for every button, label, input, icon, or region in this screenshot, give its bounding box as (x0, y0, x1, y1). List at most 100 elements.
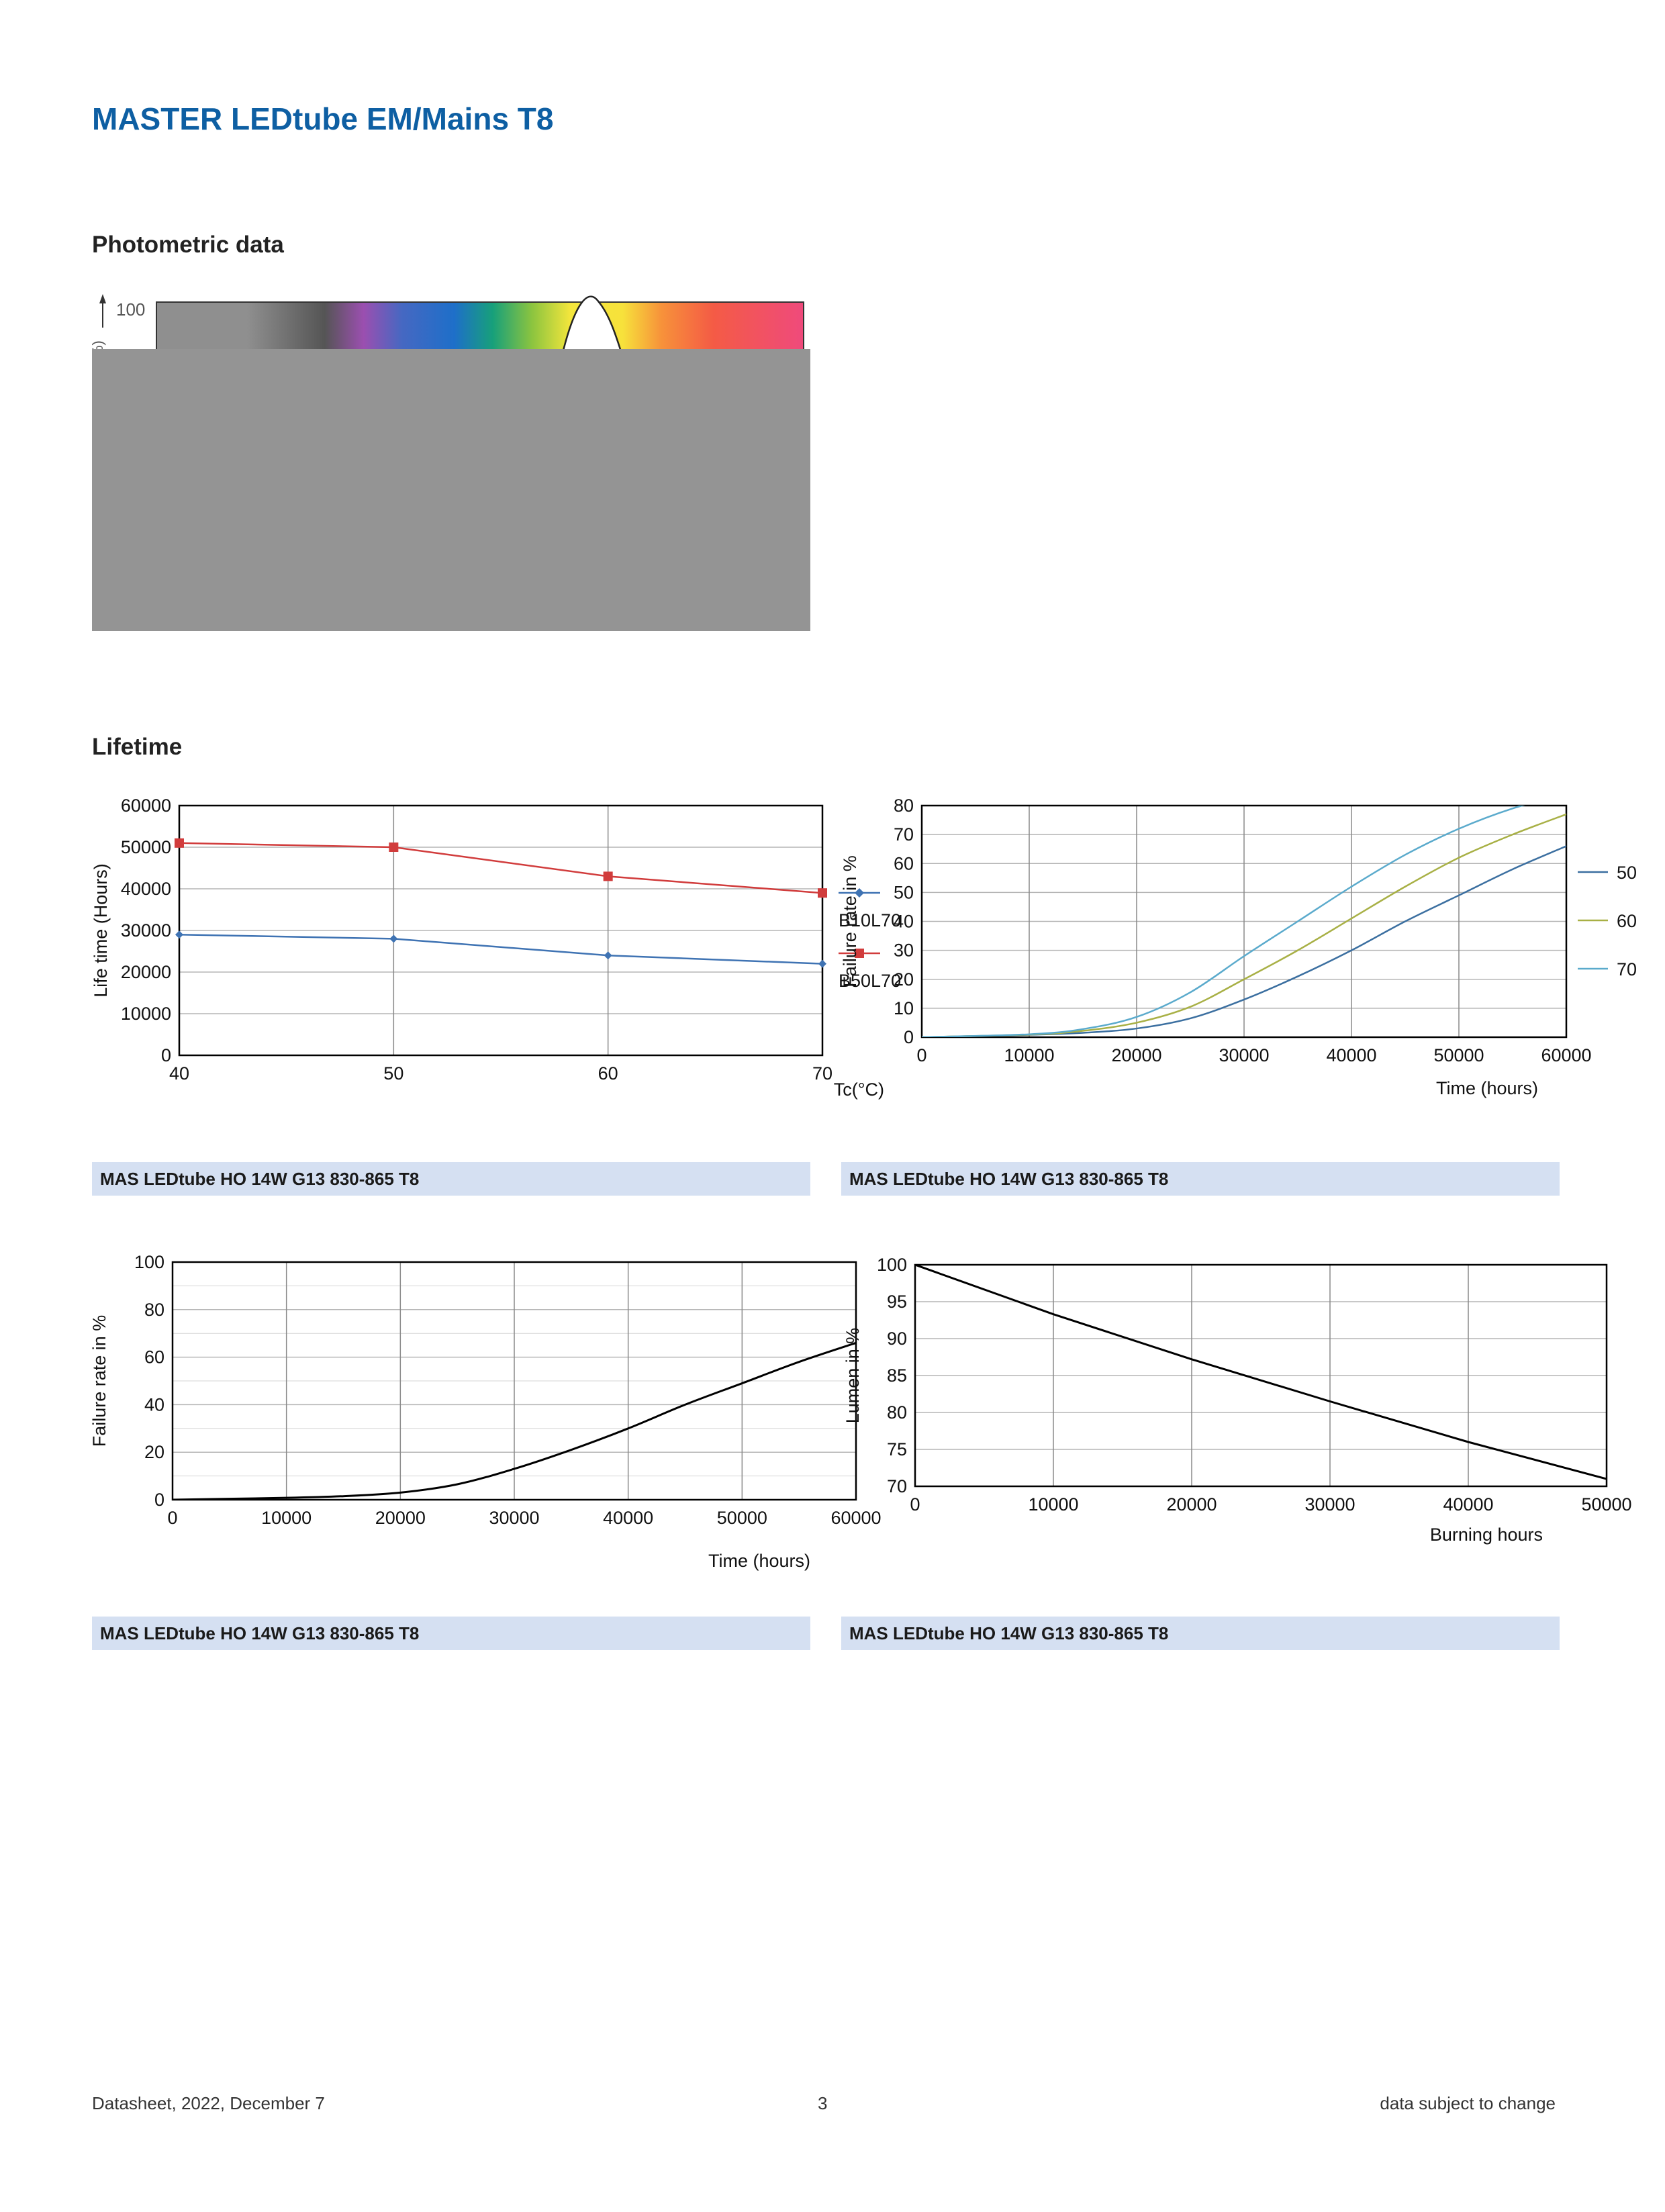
plot-frame (920, 804, 1568, 1039)
plot-frame (914, 1263, 1608, 1488)
x-tick-label: 50000 (717, 1508, 767, 1528)
x-tick-label: 10000 (261, 1508, 312, 1528)
y-axis-arrowhead (99, 294, 106, 303)
y-axis-label: Failure rate in % (89, 1315, 109, 1447)
x-tick-label: 10000 (1028, 1494, 1078, 1514)
failure-rate-chart: 0 20 40 60 80 100 0 10000 20000 30000 40000 50000 60… (89, 1251, 882, 1574)
lifetime-vs-tc-chart: 0 10000 20000 30000 40000 50000 60000 40 50 60 70 L… (91, 796, 901, 1121)
data-point (818, 888, 827, 898)
x-tick-label: 30000 (1219, 1045, 1269, 1065)
legend-marker (855, 888, 864, 898)
x-axis-label: Tc(°C) (834, 1079, 884, 1100)
data-point (603, 871, 613, 881)
footer-right: data subject to change (1380, 2093, 1556, 2113)
footer-page-number: 3 (818, 2093, 828, 2113)
failure-by-temp-chart: 0 10 20 30 40 50 60 70 80 0 10000 20000 30000 40000 50… (840, 796, 1637, 1121)
y-tick-label: 0 (904, 1027, 914, 1047)
legend-label: B10L70 (839, 910, 901, 930)
plot-frame (178, 804, 824, 1057)
legend-label: 70 (1617, 959, 1637, 979)
x-tick-label: 50000 (1581, 1494, 1631, 1514)
caption-lifetime-vs-tc: MAS LEDtube HO 14W G13 830-865 T8 (92, 1162, 810, 1196)
y-tick-label: 20 (894, 969, 914, 990)
series-group (922, 806, 1566, 1037)
image-placeholder (92, 349, 810, 631)
x-tick-label: 0 (910, 1494, 920, 1514)
legend-label: 60 (1617, 911, 1637, 931)
y-tick-label: 10 (894, 998, 914, 1018)
section-heading-lifetime: Lifetime (92, 734, 183, 760)
data-point (389, 843, 399, 852)
spectrum-peak (561, 295, 624, 357)
series-line-70 (922, 806, 1525, 1037)
y-tick-label: 80 (144, 1300, 164, 1320)
spectrum-y-tick-100: 100 (116, 299, 145, 320)
series-line-60 (922, 813, 1566, 1037)
x-tick-label: 10000 (1004, 1045, 1054, 1065)
x-tick-label: 40000 (1443, 1494, 1493, 1514)
y-tick-label: 0 (161, 1045, 171, 1065)
y-tick-label: 90 (887, 1329, 907, 1349)
y-tick-label: 80 (894, 796, 914, 816)
series-line-0 (173, 1341, 856, 1500)
x-tick-label: 40000 (603, 1508, 653, 1528)
x-tick-label: 30000 (489, 1508, 539, 1528)
series-line-B10L70 (179, 933, 822, 965)
footer-left: Datasheet, 2022, December 7 (92, 2093, 325, 2113)
caption-failure-rate: MAS LEDtube HO 14W G13 830-865 T8 (92, 1617, 810, 1650)
x-tick-label: 60000 (830, 1508, 881, 1528)
document-title: MASTER LEDtube EM/Mains T8 (92, 101, 554, 136)
plot-frame (171, 1261, 857, 1501)
legend-label: 50 (1617, 863, 1637, 883)
caption-lumen-maintenance: MAS LEDtube HO 14W G13 830-865 T8 (841, 1617, 1560, 1650)
x-axis-label: Burning hours (1430, 1525, 1543, 1545)
series-line-50 (922, 845, 1566, 1037)
y-tick-label: 40000 (121, 879, 171, 899)
y-tick-label: 20 (144, 1442, 164, 1462)
series-group (915, 1265, 1607, 1480)
lumen-maintenance-chart: 70 75 80 85 90 95 100 0 10000 20000 30000 40000 5000… (843, 1251, 1632, 1574)
data-point (818, 959, 826, 968)
y-tick-label: 0 (154, 1490, 164, 1510)
x-tick-label: 40 (169, 1063, 189, 1084)
legend-label: B50L70 (839, 971, 901, 991)
data-point (604, 951, 612, 960)
x-tick-label: 20000 (375, 1508, 426, 1528)
x-tick-label: 0 (167, 1508, 177, 1528)
x-tick-label: 60 (598, 1063, 618, 1084)
caption-failure-by-temp: MAS LEDtube HO 14W G13 830-865 T8 (841, 1162, 1560, 1196)
x-tick-label: 50000 (1433, 1045, 1484, 1065)
section-heading-photometric: Photometric data (92, 232, 284, 258)
y-tick-label: 50000 (121, 837, 171, 857)
x-tick-label: 20000 (1166, 1494, 1217, 1514)
y-tick-label: 60000 (121, 796, 171, 816)
y-tick-label: 60 (894, 853, 914, 873)
series-group (179, 842, 822, 965)
y-tick-label: 75 (887, 1439, 907, 1459)
y-tick-label: 30000 (121, 920, 171, 941)
y-axis-label: Failure rate in % (840, 855, 860, 988)
series-group (173, 1341, 856, 1500)
y-tick-label: 40 (144, 1394, 164, 1414)
y-tick-label: 80 (887, 1402, 907, 1423)
x-tick-label: 50 (383, 1063, 403, 1084)
y-tick-label: 10000 (121, 1004, 171, 1024)
y-tick-label: 100 (877, 1255, 907, 1275)
y-tick-label: 50 (894, 882, 914, 902)
y-tick-label: 40 (894, 912, 914, 932)
y-axis-label: Life time (Hours) (91, 863, 111, 998)
y-tick-label: 70 (894, 824, 914, 845)
x-tick-label: 20000 (1111, 1045, 1161, 1065)
x-axis-label: Time (hours) (1436, 1078, 1538, 1098)
x-tick-label: 0 (916, 1045, 926, 1065)
y-tick-label: 100 (134, 1252, 164, 1272)
data-point (175, 930, 183, 939)
y-axis-label: Lumen in % (843, 1328, 863, 1424)
x-tick-label: 40000 (1326, 1045, 1376, 1065)
x-tick-label: 30000 (1304, 1494, 1355, 1514)
y-tick-label: 60 (144, 1347, 164, 1367)
x-tick-label: 70 (812, 1063, 832, 1084)
y-tick-label: 70 (887, 1476, 907, 1496)
spectrum-band (156, 301, 804, 356)
series-line-B50L70 (179, 842, 822, 894)
